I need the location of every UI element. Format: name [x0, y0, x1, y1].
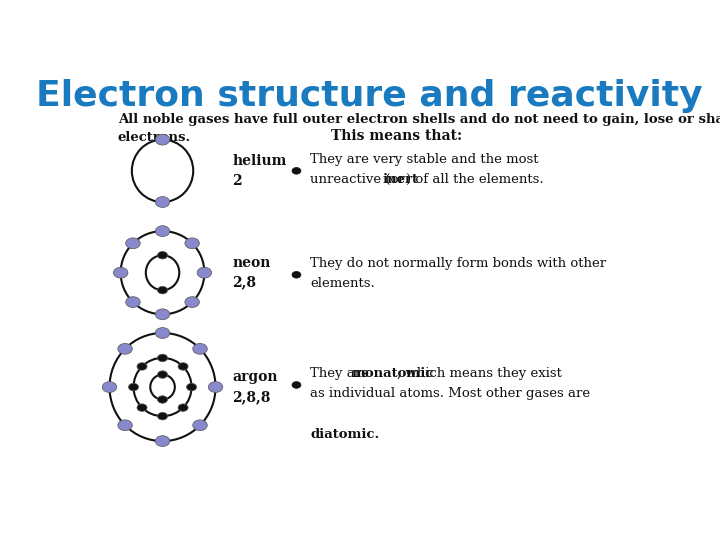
- Text: Electron structure and reactivity: Electron structure and reactivity: [36, 79, 702, 113]
- Text: They do not normally form bonds with other: They do not normally form bonds with oth…: [310, 257, 606, 270]
- Circle shape: [128, 383, 138, 391]
- Circle shape: [158, 354, 168, 362]
- Text: monatomic: monatomic: [351, 367, 433, 380]
- Circle shape: [193, 420, 207, 431]
- Text: neon
2,8: neon 2,8: [233, 256, 271, 289]
- Circle shape: [186, 383, 197, 391]
- Circle shape: [156, 226, 170, 237]
- Circle shape: [158, 252, 168, 259]
- Circle shape: [137, 363, 147, 370]
- Circle shape: [292, 382, 301, 388]
- Text: All noble gases have full outer electron shells and do not need to gain, lose or: All noble gases have full outer electron…: [118, 113, 720, 144]
- Circle shape: [158, 371, 168, 379]
- Circle shape: [185, 238, 199, 249]
- Circle shape: [158, 286, 168, 294]
- Text: as individual atoms. Most other gases are: as individual atoms. Most other gases ar…: [310, 387, 590, 400]
- Text: diatomic.: diatomic.: [310, 428, 379, 441]
- Text: unreactive (or: unreactive (or: [310, 173, 410, 186]
- Text: elements.: elements.: [310, 276, 375, 290]
- Text: They are: They are: [310, 367, 374, 380]
- Circle shape: [185, 296, 199, 307]
- Circle shape: [158, 396, 168, 403]
- Circle shape: [292, 272, 301, 278]
- Circle shape: [126, 238, 140, 249]
- Text: They are very stable and the most: They are very stable and the most: [310, 153, 539, 166]
- Circle shape: [118, 343, 132, 354]
- Text: helium
2: helium 2: [233, 154, 287, 187]
- Text: , which means they exist: , which means they exist: [397, 367, 562, 380]
- Circle shape: [156, 436, 170, 447]
- Circle shape: [178, 404, 188, 411]
- Circle shape: [158, 413, 168, 420]
- Text: This means that:: This means that:: [331, 129, 462, 143]
- Circle shape: [156, 309, 170, 320]
- Text: inert: inert: [382, 173, 418, 186]
- Circle shape: [114, 267, 128, 278]
- Circle shape: [156, 134, 170, 145]
- Circle shape: [126, 296, 140, 307]
- Circle shape: [292, 167, 301, 174]
- Circle shape: [156, 328, 170, 339]
- Circle shape: [208, 382, 222, 393]
- Circle shape: [178, 363, 188, 370]
- Circle shape: [193, 343, 207, 354]
- Circle shape: [102, 382, 117, 393]
- Circle shape: [118, 420, 132, 431]
- Text: argon
2,8,8: argon 2,8,8: [233, 370, 278, 404]
- Text: ) of all the elements.: ) of all the elements.: [406, 173, 544, 186]
- Circle shape: [197, 267, 212, 278]
- Circle shape: [156, 197, 170, 207]
- Circle shape: [137, 404, 147, 411]
